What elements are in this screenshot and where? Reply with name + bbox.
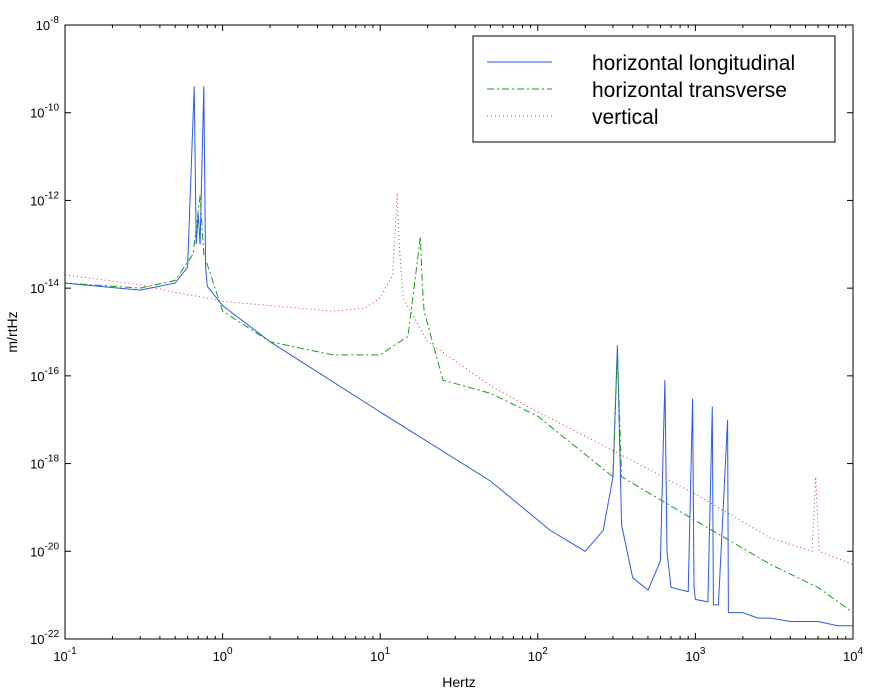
series-line-horizontal-transverse — [64, 195, 854, 614]
legend-label-horizontal-longitudinal: horizontal longitudinal — [592, 52, 795, 75]
y-tick-label-base: 10 — [30, 193, 44, 208]
y-tick-label-base: 10 — [30, 457, 44, 472]
y-tick-label: 10-10 — [30, 103, 59, 121]
y-tick-label: 10-18 — [30, 454, 59, 472]
x-tick-label-base: 10 — [843, 649, 857, 664]
y-tick-label: 10-12 — [30, 190, 59, 208]
y-tick-label-exponent: -14 — [45, 278, 60, 289]
x-axis-label: Hertz — [442, 674, 475, 690]
y-tick-label-exponent: -16 — [45, 366, 60, 377]
y-tick-label-base: 10 — [30, 281, 44, 296]
series-line-horizontal-longitudinal — [64, 86, 853, 627]
y-tick-label: 10-22 — [30, 629, 59, 647]
y-tick-label-base: 10 — [30, 369, 44, 384]
x-tick-label: 101 — [370, 646, 390, 664]
y-tick-label-exponent: -18 — [45, 454, 60, 465]
x-tick-label-exponent: 1 — [385, 646, 391, 657]
x-tick-label-base: 10 — [685, 649, 699, 664]
y-tick-label: 10-16 — [30, 366, 59, 384]
x-tick-label: 100 — [213, 646, 233, 664]
x-tick-label: 104 — [843, 646, 863, 664]
x-tick-label-exponent: 3 — [700, 646, 706, 657]
series-layer — [64, 86, 854, 627]
legend-label-vertical: vertical — [592, 106, 659, 129]
x-tick-label-base: 10 — [528, 649, 542, 664]
x-tick-label-base: 10 — [370, 649, 384, 664]
x-tick-label-exponent: 0 — [227, 646, 233, 657]
x-tick-label-exponent: 2 — [542, 646, 548, 657]
x-tick-label: 103 — [685, 646, 705, 664]
legend: horizontal longitudinal horizontal trans… — [472, 35, 836, 143]
y-tick-label-exponent: -8 — [50, 15, 59, 26]
y-tick-label: 10-8 — [36, 15, 60, 33]
y-tick-label-base: 10 — [30, 544, 44, 559]
y-axis-label: m/rtHz — [4, 311, 20, 352]
x-tick-label-base: 10 — [53, 649, 67, 664]
x-tick-label: 102 — [528, 646, 548, 664]
y-tick-label-exponent: -12 — [45, 190, 60, 201]
x-tick-label-exponent: 4 — [857, 646, 863, 657]
y-tick-label: 10-14 — [30, 278, 59, 296]
plot-frame — [64, 24, 854, 640]
y-tick-label-base: 10 — [30, 106, 44, 121]
y-tick-label-exponent: -20 — [45, 541, 60, 552]
x-tick-label-base: 10 — [213, 649, 227, 664]
x-tick-label-exponent: -1 — [68, 646, 77, 657]
y-tick-label-base: 10 — [36, 18, 50, 33]
y-tick-label: 10-20 — [30, 541, 59, 559]
y-tick-label-base: 10 — [30, 632, 44, 647]
y-tick-label-exponent: -10 — [45, 103, 60, 114]
x-tick-label: 10-1 — [53, 646, 77, 664]
y-tick-label-exponent: -22 — [45, 629, 60, 640]
legend-label-horizontal-transverse: horizontal transverse — [592, 79, 787, 102]
